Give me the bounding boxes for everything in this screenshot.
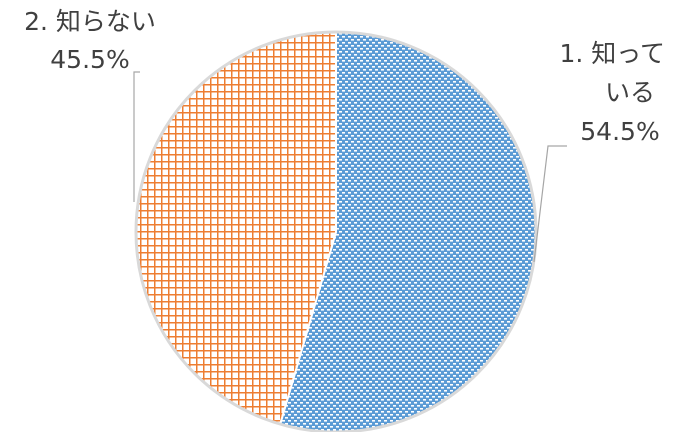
- leader-line-slice-2: [133, 71, 140, 202]
- pie-rim: [134, 30, 538, 432]
- leader-line-slice-1: [533, 145, 567, 263]
- pie-slices: [134, 30, 538, 432]
- slice-label-1-line2: いる: [605, 78, 655, 107]
- leader-lines: [133, 71, 567, 263]
- slice-label-2: 2. 知らない: [24, 7, 156, 36]
- slice-value-label-2: 45.5%: [50, 45, 129, 74]
- slice-label-1-line1: 1. 知って: [559, 39, 665, 68]
- slice-value-label-1: 54.5%: [580, 117, 659, 146]
